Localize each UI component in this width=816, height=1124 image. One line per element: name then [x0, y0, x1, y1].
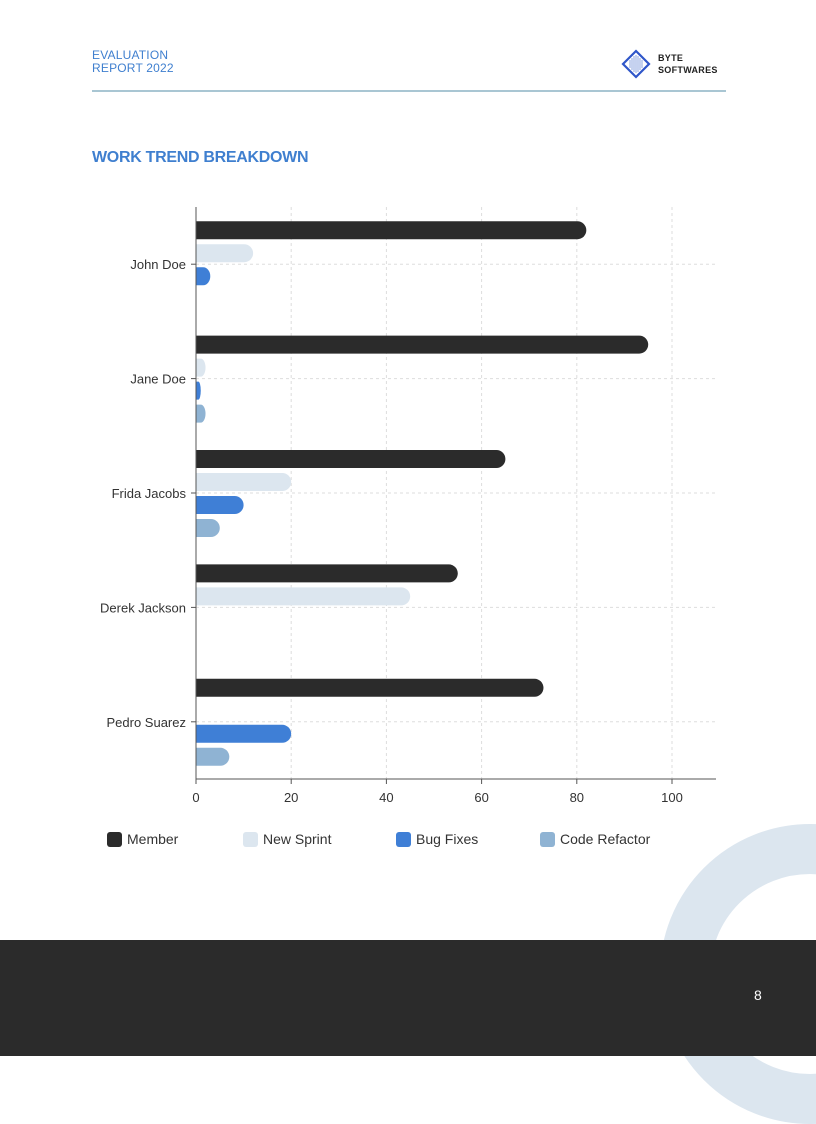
bar-chart: 0 20 40 60 80 100 John Doe Jane Doe Frida Jacobs…	[100, 207, 716, 805]
bar	[196, 335, 649, 354]
logo-line2: SOFTWARES	[658, 65, 718, 75]
member-swatch-icon	[107, 831, 122, 847]
x-tick-label: 0	[192, 790, 199, 805]
x-tick-label: 60	[474, 790, 488, 805]
logo-line1: BYTE	[658, 53, 684, 63]
bar	[196, 473, 292, 491]
bar	[196, 519, 220, 537]
y-category-label: Jane Doe	[130, 372, 186, 387]
section-title: WORK TREND BREAKDOWN	[92, 149, 309, 166]
bar	[196, 450, 506, 468]
legend-item-bug-fixes: Bug Fixes	[396, 831, 478, 847]
legend-item-member: Member	[107, 831, 178, 847]
page-footer	[0, 940, 816, 1056]
x-tick-label: 20	[284, 790, 298, 805]
x-tick-label: 40	[379, 790, 393, 805]
bar	[196, 358, 206, 377]
y-category-label: Frida Jacobs	[112, 486, 187, 501]
legend-item-code-refactor: Code Refactor	[540, 831, 650, 847]
bar	[196, 244, 254, 263]
diamond-logo-icon	[621, 49, 651, 79]
bar	[196, 678, 544, 697]
legend-label: Code Refactor	[560, 831, 651, 847]
header-divider	[92, 90, 726, 92]
legend-label: Bug Fixes	[416, 831, 479, 847]
y-category-label: Derek Jackson	[100, 600, 186, 615]
bar	[196, 564, 458, 583]
y-category-label: John Doe	[130, 257, 186, 272]
company-logo: BYTE SOFTWARES	[620, 48, 718, 80]
bug-fixes-swatch-icon	[396, 831, 411, 847]
report-title-line2: REPORT 2022	[92, 61, 174, 75]
code-refactor-swatch-icon	[540, 831, 555, 847]
report-title-line1: EVALUATION	[92, 48, 169, 62]
new-sprint-swatch-icon	[243, 831, 258, 847]
bar	[196, 724, 292, 743]
report-title: EVALUATION REPORT 2022	[92, 49, 174, 75]
x-tick-label: 80	[570, 790, 584, 805]
bar	[196, 496, 244, 514]
y-category-label: Pedro Suarez	[107, 715, 187, 730]
bar	[196, 747, 230, 766]
bar	[196, 267, 211, 286]
page-number: 8	[754, 987, 762, 1003]
legend-item-new-sprint: New Sprint	[243, 831, 331, 847]
legend-label: New Sprint	[263, 831, 332, 847]
bar	[196, 381, 201, 400]
x-tick-label: 100	[661, 790, 683, 805]
bar	[196, 404, 206, 423]
bar	[196, 587, 411, 606]
legend-label: Member	[127, 831, 179, 847]
bar	[196, 221, 587, 240]
